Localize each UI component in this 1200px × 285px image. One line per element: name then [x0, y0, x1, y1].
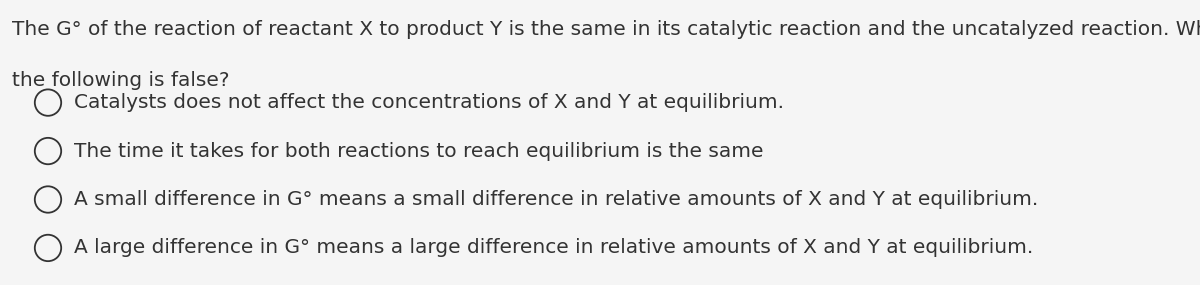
Text: Catalysts does not affect the concentrations of X and Y at equilibrium.: Catalysts does not affect the concentrat…	[74, 93, 785, 112]
Text: The time it takes for both reactions to reach equilibrium is the same: The time it takes for both reactions to …	[74, 142, 764, 160]
Text: A large difference in G° means a large difference in relative amounts of X and Y: A large difference in G° means a large d…	[74, 239, 1033, 257]
Text: the following is false?: the following is false?	[12, 71, 229, 90]
Text: The G° of the reaction of reactant X to product Y is the same in its catalytic r: The G° of the reaction of reactant X to …	[12, 20, 1200, 39]
Text: A small difference in G° means a small difference in relative amounts of X and Y: A small difference in G° means a small d…	[74, 190, 1039, 209]
